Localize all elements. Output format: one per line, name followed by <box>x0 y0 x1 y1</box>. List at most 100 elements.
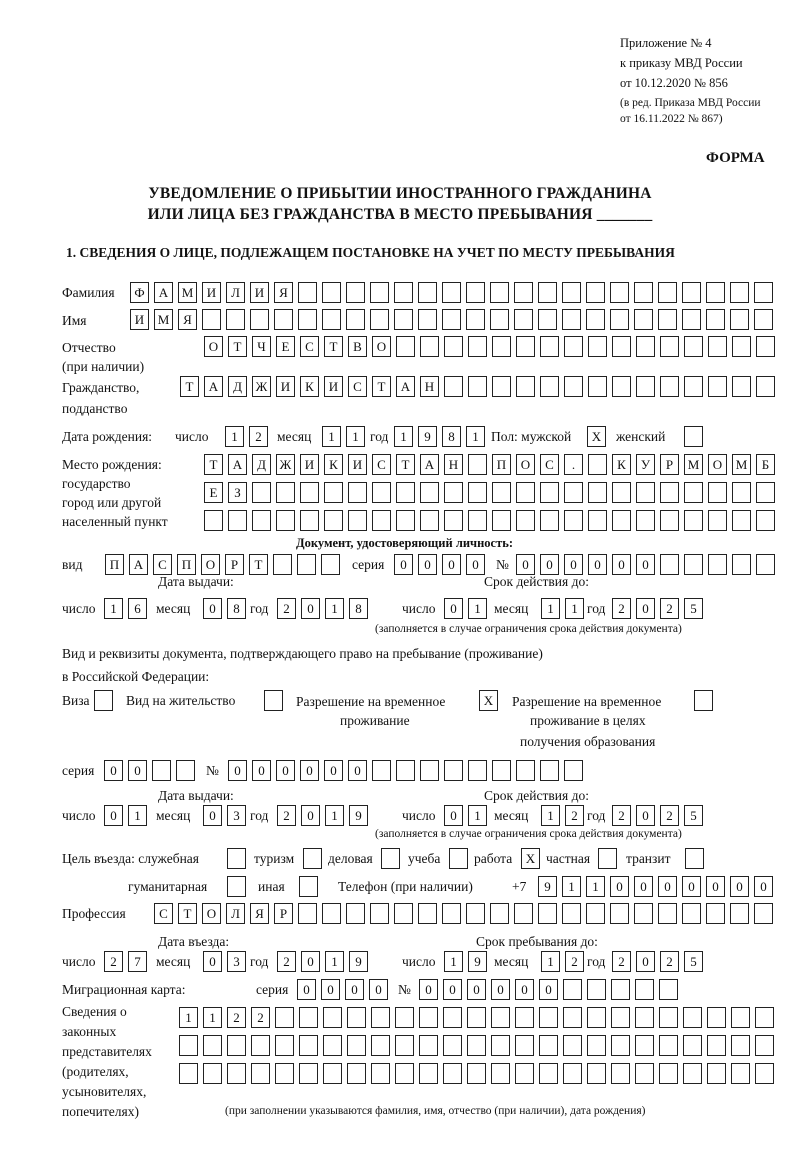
char-box[interactable] <box>538 903 557 924</box>
char-box[interactable]: К <box>612 454 631 475</box>
char-box[interactable] <box>586 282 605 303</box>
char-box[interactable]: 9 <box>349 951 368 972</box>
char-box[interactable] <box>588 336 607 357</box>
char-box[interactable] <box>323 1035 342 1056</box>
char-box[interactable] <box>538 309 557 330</box>
char-box[interactable] <box>562 903 581 924</box>
purpose-other-checkbox[interactable] <box>299 876 318 897</box>
char-box[interactable] <box>203 1063 222 1084</box>
char-box[interactable]: 0 <box>754 876 773 897</box>
char-box[interactable]: 1 <box>394 426 413 447</box>
char-box[interactable]: 0 <box>540 554 559 575</box>
char-box[interactable] <box>684 426 703 447</box>
char-box[interactable] <box>372 760 391 781</box>
char-box[interactable] <box>516 376 535 397</box>
char-box[interactable] <box>636 336 655 357</box>
char-box[interactable] <box>636 482 655 503</box>
char-box[interactable]: 2 <box>612 805 631 826</box>
char-box[interactable] <box>659 1035 678 1056</box>
char-box[interactable] <box>610 282 629 303</box>
char-box[interactable]: Р <box>660 454 679 475</box>
char-box[interactable] <box>754 309 773 330</box>
char-box[interactable]: 0 <box>636 951 655 972</box>
char-box[interactable] <box>635 1035 654 1056</box>
char-box[interactable]: 0 <box>301 805 320 826</box>
char-box[interactable]: Т <box>178 903 197 924</box>
char-box[interactable]: 0 <box>539 979 558 1000</box>
char-box[interactable]: М <box>178 282 197 303</box>
char-box[interactable]: 0 <box>394 554 413 575</box>
char-box[interactable] <box>298 309 317 330</box>
char-box[interactable] <box>610 309 629 330</box>
char-box[interactable]: П <box>177 554 196 575</box>
char-box[interactable] <box>708 482 727 503</box>
char-box[interactable] <box>371 1007 390 1028</box>
char-box[interactable] <box>684 510 703 531</box>
char-box[interactable] <box>707 1063 726 1084</box>
char-box[interactable] <box>539 1063 558 1084</box>
char-box[interactable] <box>635 1007 654 1028</box>
char-box[interactable]: 0 <box>588 554 607 575</box>
char-box[interactable]: . <box>564 454 583 475</box>
char-box[interactable] <box>612 336 631 357</box>
char-box[interactable] <box>442 309 461 330</box>
char-box[interactable]: Т <box>396 454 415 475</box>
char-box[interactable] <box>202 309 221 330</box>
char-box[interactable]: 8 <box>349 598 368 619</box>
char-box[interactable]: Н <box>420 376 439 397</box>
char-box[interactable]: К <box>324 454 343 475</box>
char-box[interactable]: Е <box>204 482 223 503</box>
char-box[interactable]: Д <box>252 454 271 475</box>
char-box[interactable] <box>420 760 439 781</box>
char-box[interactable]: 0 <box>419 979 438 1000</box>
purpose-service-checkbox[interactable] <box>227 848 246 869</box>
char-box[interactable] <box>420 336 439 357</box>
char-box[interactable]: 0 <box>369 979 388 1000</box>
char-box[interactable] <box>251 1063 270 1084</box>
char-box[interactable]: 0 <box>636 805 655 826</box>
char-box[interactable] <box>587 979 606 1000</box>
char-box[interactable]: 0 <box>418 554 437 575</box>
char-box[interactable]: С <box>372 454 391 475</box>
char-box[interactable]: 0 <box>252 760 271 781</box>
char-box[interactable]: М <box>732 454 751 475</box>
char-box[interactable] <box>755 1063 774 1084</box>
char-box[interactable]: К <box>300 376 319 397</box>
char-box[interactable] <box>634 309 653 330</box>
char-box[interactable] <box>694 690 713 711</box>
char-box[interactable] <box>491 1063 510 1084</box>
char-box[interactable] <box>490 309 509 330</box>
char-box[interactable]: 1 <box>346 426 365 447</box>
char-box[interactable]: 0 <box>706 876 725 897</box>
char-box[interactable]: X <box>479 690 498 711</box>
char-box[interactable]: 6 <box>128 598 147 619</box>
char-box[interactable]: 2 <box>660 805 679 826</box>
char-box[interactable]: Т <box>249 554 268 575</box>
char-box[interactable]: 3 <box>227 805 246 826</box>
char-box[interactable] <box>682 903 701 924</box>
char-box[interactable]: 3 <box>227 951 246 972</box>
char-box[interactable]: 1 <box>444 951 463 972</box>
char-box[interactable]: 1 <box>468 805 487 826</box>
char-box[interactable]: Т <box>180 376 199 397</box>
char-box[interactable] <box>204 510 223 531</box>
char-box[interactable] <box>227 1035 246 1056</box>
char-box[interactable] <box>443 1063 462 1084</box>
char-box[interactable] <box>468 336 487 357</box>
char-box[interactable]: 0 <box>301 598 320 619</box>
char-box[interactable] <box>444 760 463 781</box>
char-box[interactable]: И <box>324 376 343 397</box>
char-box[interactable]: П <box>492 454 511 475</box>
char-box[interactable] <box>685 848 704 869</box>
char-box[interactable] <box>659 979 678 1000</box>
char-box[interactable] <box>708 554 727 575</box>
permit-checkbox[interactable] <box>264 690 283 711</box>
char-box[interactable] <box>395 1007 414 1028</box>
